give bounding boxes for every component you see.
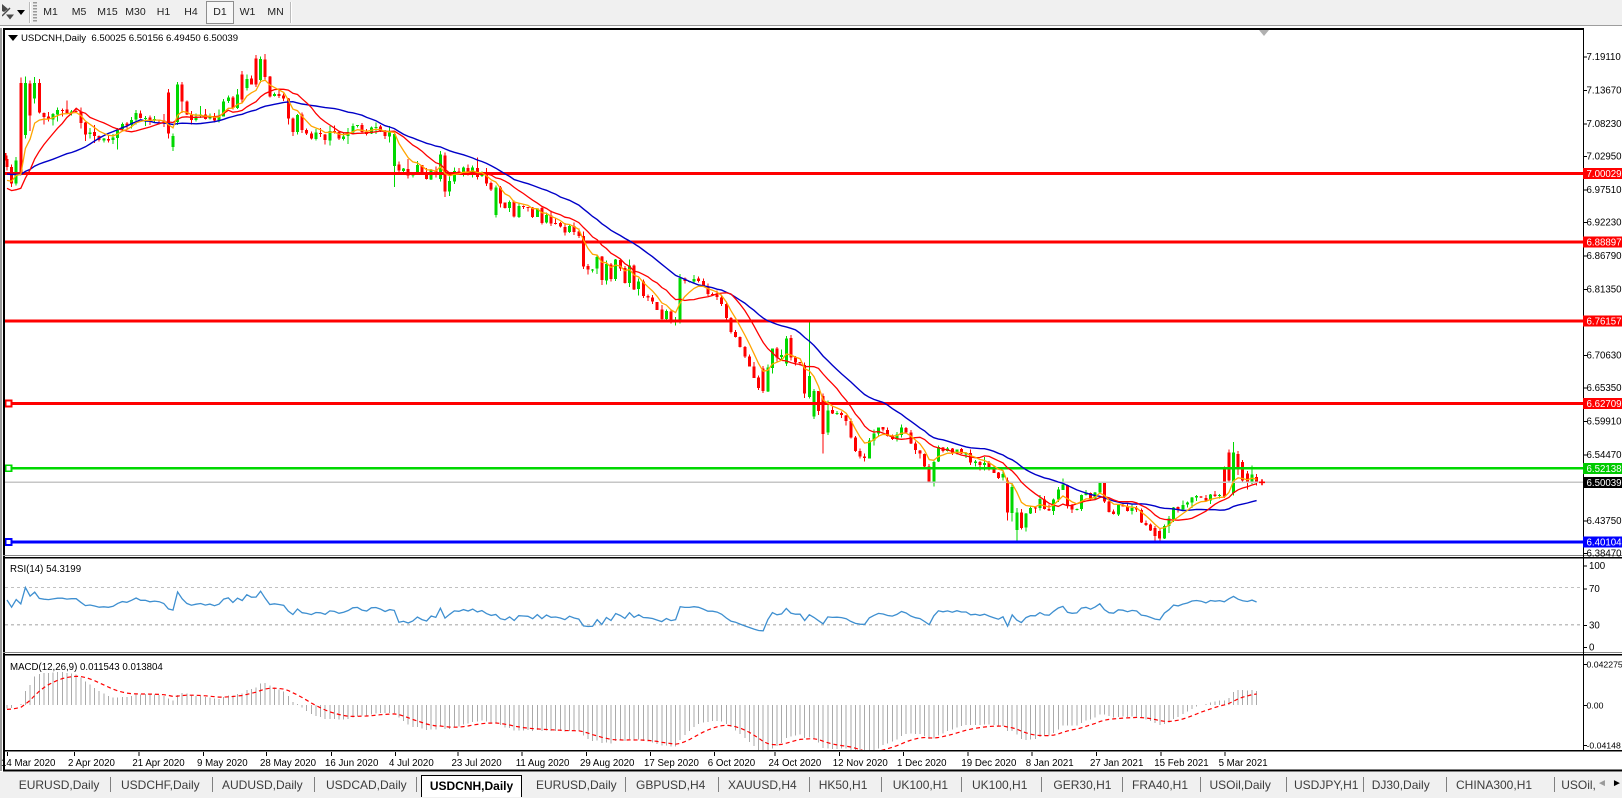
svg-text:7.19110: 7.19110 xyxy=(1587,52,1622,63)
svg-text:6.97510: 6.97510 xyxy=(1587,185,1622,196)
svg-text:7.08230: 7.08230 xyxy=(1587,119,1622,130)
svg-text:30: 30 xyxy=(1589,621,1600,632)
svg-text:6.40104: 6.40104 xyxy=(1587,538,1622,549)
svg-text:6.92230: 6.92230 xyxy=(1587,218,1622,229)
svg-text:6.86790: 6.86790 xyxy=(1587,251,1622,262)
svg-text:14 Mar 2020: 14 Mar 2020 xyxy=(1,758,56,769)
svg-text:28 May 2020: 28 May 2020 xyxy=(260,758,317,769)
svg-text:6.38470: 6.38470 xyxy=(1587,548,1622,559)
svg-text:6.59910: 6.59910 xyxy=(1587,416,1622,427)
svg-text:29 Aug 2020: 29 Aug 2020 xyxy=(580,758,635,769)
svg-text:-0.04148: -0.04148 xyxy=(1587,741,1621,751)
svg-text:RSI(14) 54.3199: RSI(14) 54.3199 xyxy=(10,564,81,575)
svg-text:USDCNH,Daily 6.50025 6.50156: USDCNH,Daily 6.50025 6.50156 6.49450 6.5… xyxy=(21,33,238,44)
svg-text:7.02950: 7.02950 xyxy=(1587,152,1622,163)
svg-text:27 Jan 2021: 27 Jan 2021 xyxy=(1090,758,1143,769)
svg-text:16 Jun 2020: 16 Jun 2020 xyxy=(325,758,379,769)
svg-text:12 Nov 2020: 12 Nov 2020 xyxy=(833,758,889,769)
svg-text:6.54470: 6.54470 xyxy=(1587,450,1622,461)
svg-text:6.62709: 6.62709 xyxy=(1587,399,1622,410)
svg-text:0: 0 xyxy=(1589,643,1595,654)
svg-text:6 Oct 2020: 6 Oct 2020 xyxy=(708,758,756,769)
svg-text:17 Sep 2020: 17 Sep 2020 xyxy=(644,758,700,769)
svg-text:8 Jan 2021: 8 Jan 2021 xyxy=(1026,758,1074,769)
svg-text:1 Dec 2020: 1 Dec 2020 xyxy=(897,758,947,769)
svg-text:23 Jul 2020: 23 Jul 2020 xyxy=(452,758,503,769)
svg-text:21 Apr 2020: 21 Apr 2020 xyxy=(132,758,185,769)
svg-text:6.76157: 6.76157 xyxy=(1587,317,1622,328)
svg-text:6.52138: 6.52138 xyxy=(1587,464,1622,475)
svg-text:4 Jul 2020: 4 Jul 2020 xyxy=(389,758,434,769)
svg-text:2 Apr 2020: 2 Apr 2020 xyxy=(68,758,115,769)
svg-text:0.042275: 0.042275 xyxy=(1587,660,1622,670)
svg-text:7.13670: 7.13670 xyxy=(1587,86,1622,97)
svg-text:6.50039: 6.50039 xyxy=(1587,478,1622,489)
svg-text:15 Feb 2021: 15 Feb 2021 xyxy=(1154,758,1208,769)
svg-text:6.81350: 6.81350 xyxy=(1587,285,1622,296)
svg-text:5 Mar 2021: 5 Mar 2021 xyxy=(1219,758,1268,769)
svg-text:6.43750: 6.43750 xyxy=(1587,516,1622,527)
svg-text:70: 70 xyxy=(1589,584,1600,595)
svg-text:6.65350: 6.65350 xyxy=(1587,383,1622,394)
svg-text:11 Aug 2020: 11 Aug 2020 xyxy=(516,758,570,769)
svg-text:9 May 2020: 9 May 2020 xyxy=(197,758,248,769)
svg-text:6.88897: 6.88897 xyxy=(1587,238,1622,249)
svg-text:100: 100 xyxy=(1589,561,1606,572)
svg-text:7.00029: 7.00029 xyxy=(1587,169,1622,180)
svg-text:19 Dec 2020: 19 Dec 2020 xyxy=(961,758,1017,769)
svg-text:24 Oct 2020: 24 Oct 2020 xyxy=(769,758,822,769)
svg-text:0.00: 0.00 xyxy=(1587,701,1604,711)
svg-text:MACD(12,26,9) 0.011543 0.01380: MACD(12,26,9) 0.011543 0.013804 xyxy=(10,662,163,673)
svg-text:6.70630: 6.70630 xyxy=(1587,351,1622,362)
